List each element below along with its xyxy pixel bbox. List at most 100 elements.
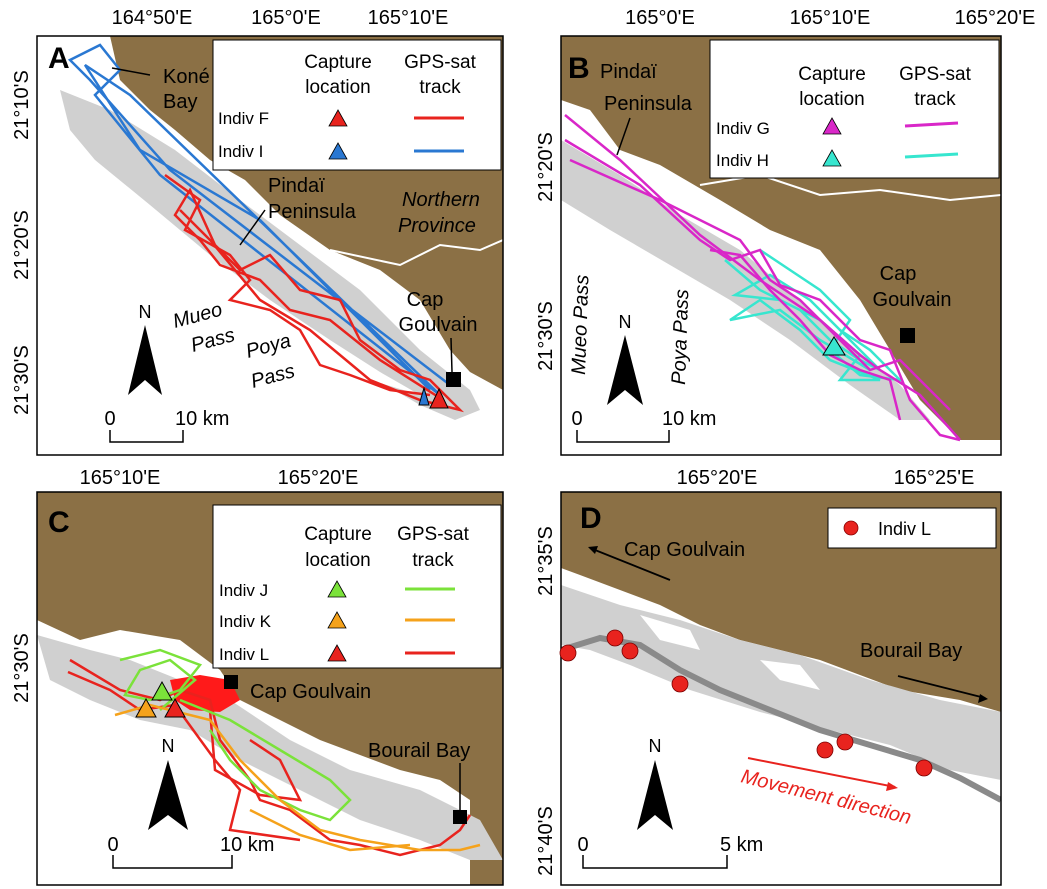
panel-b-scale-end: 10 km: [662, 408, 716, 430]
panel-a-ytick-1: 21°20'S: [11, 210, 33, 280]
track-indiv-j: [119, 648, 352, 822]
indiv-l-point: [671, 675, 689, 693]
legend-a-row-1: Indiv I: [218, 142, 263, 161]
panel-b-xtick-2: 165°20'E: [955, 7, 1036, 29]
panel-d-letter: D: [580, 502, 602, 535]
capture-indiv-j: [151, 680, 173, 701]
legend-b-triangle-0: [822, 117, 842, 135]
place-cap-2: Goulvain: [399, 314, 478, 336]
panel-b-xtick-1: 165°10'E: [790, 7, 871, 29]
indiv-l-point: [606, 629, 624, 647]
place-northern-2: Province: [398, 215, 476, 237]
legend-a-track-1: GPS-sat: [404, 52, 477, 73]
panel-a-ytick-0: 21°10'S: [11, 70, 33, 140]
legend-b-line-1: [904, 152, 959, 159]
place-cap-1: Cap: [407, 289, 444, 311]
legend-b-capture-2: location: [799, 89, 865, 110]
panel-a-north-arrow: [128, 325, 162, 395]
legend-a-row-0: Indiv F: [218, 109, 269, 128]
legend-b-capture-1: Capture: [798, 64, 866, 85]
panel-c-legend: [212, 504, 502, 669]
capture-indiv-f: [429, 387, 449, 409]
panel-c-scale-zero: 0: [107, 834, 118, 856]
c-cap-goulvain-marker: [224, 675, 238, 689]
cap-goulvain-marker: [446, 372, 461, 387]
legend-a-capture-2: location: [305, 77, 371, 98]
panel-a-frame: [36, 35, 504, 456]
panel-b-frame: [560, 35, 1002, 456]
panel-c-north-label: N: [162, 736, 175, 756]
panel-b-scale-zero: 0: [571, 408, 582, 430]
capture-indiv-g: [822, 336, 846, 356]
panel-a-ytick-2: 21°30'S: [11, 345, 33, 415]
indiv-l-point: [559, 644, 577, 662]
place-b-cap-1: Cap: [880, 263, 917, 285]
panel-d-reef: [561, 634, 1001, 803]
place-kone-bay-2: Bay: [163, 91, 197, 113]
legend-c-triangle-1: [327, 611, 347, 629]
place-b-pindai-2: Peninsula: [604, 93, 693, 115]
legend-c-row-0: Indiv J: [219, 581, 268, 600]
legend-b-triangle-1: [822, 149, 842, 167]
panel-d-scale-end: 5 km: [720, 834, 763, 856]
place-pindai-2: Peninsula: [268, 201, 357, 223]
panel-d-scale-zero: 0: [577, 834, 588, 856]
panel-a-north-label: N: [139, 302, 152, 322]
panel-c-xtick-0: 165°10'E: [80, 467, 161, 489]
panel-b-xtick-0: 165°0'E: [625, 7, 695, 29]
indiv-l-point: [816, 741, 834, 759]
panel-d-scale-bar: [582, 855, 728, 869]
panel-a-xtick-1: 165°0'E: [251, 7, 321, 29]
panel-b-ytick-0: 21°20'S: [535, 132, 557, 202]
panel-c-north-arrow: [148, 760, 188, 830]
place-d-bourail: Bourail Bay: [860, 640, 962, 662]
panel-a-scale-bar: [109, 430, 184, 443]
panel-c-xtick-1: 165°20'E: [278, 467, 359, 489]
panel-b-north-arrow: [607, 335, 643, 405]
indiv-l-point: [915, 759, 933, 777]
panel-d-ytick-1: 21°40'S: [535, 806, 557, 876]
panel-c-scale-end: 10 km: [220, 834, 274, 856]
panel-d-ytick-0: 21°35'S: [535, 526, 557, 596]
legend-b-line-0: [904, 121, 959, 128]
indiv-l-points: [559, 629, 933, 777]
panel-d-north-label: N: [649, 736, 662, 756]
legend-c-triangle-0: [327, 580, 347, 598]
legend-c-row-2: Indiv L: [219, 645, 269, 664]
legend-b-row-0: Indiv G: [716, 119, 770, 138]
legend-c-track-1: GPS-sat: [397, 524, 470, 545]
legend-d-row-0: Indiv L: [878, 519, 931, 539]
c-bourail-marker: [453, 810, 467, 824]
panel-b-scale-bar: [576, 430, 670, 443]
panel-a-xtick-0: 164°50'E: [112, 7, 193, 29]
panel-b-ytick-1: 21°30'S: [535, 301, 557, 371]
place-b-poya: Poya Pass: [668, 289, 693, 385]
place-pindai-1: Pindaï: [268, 175, 325, 197]
panel-b-letter: B: [568, 52, 590, 85]
indiv-l-point: [836, 733, 854, 751]
panel-c-ytick-0: 21°30'S: [11, 633, 33, 703]
legend-a-triangle-1: [328, 142, 348, 160]
track-indiv-g: [564, 114, 961, 442]
legend-b-row-1: Indiv H: [716, 151, 769, 170]
panel-d-body: [561, 492, 1001, 885]
legend-c-capture-2: location: [305, 550, 371, 571]
panel-c-lagoon: [37, 635, 503, 860]
panel-b-north-label: N: [619, 312, 632, 332]
place-b-mueo: Mueo Pass: [568, 274, 593, 375]
legend-a-triangle-0: [328, 109, 348, 127]
capture-indiv-l: [164, 697, 186, 718]
legend-a-capture-1: Capture: [304, 52, 372, 73]
panel-c-frame: [36, 491, 504, 886]
legend-b-track-2: track: [914, 89, 956, 110]
panel-a-scale-zero: 0: [104, 408, 115, 430]
panel-c-scale-bar: [112, 855, 233, 869]
b-cap-goulvain-marker: [900, 328, 915, 343]
legend-c-row-1: Indiv K: [219, 612, 272, 631]
panel-a-letter: A: [48, 42, 70, 75]
place-d-cap: Cap Goulvain: [624, 539, 745, 561]
legend-c-capture-1: Capture: [304, 524, 372, 545]
panel-d-xtick-1: 165°25'E: [894, 467, 975, 489]
legend-c-triangle-2: [327, 644, 347, 662]
